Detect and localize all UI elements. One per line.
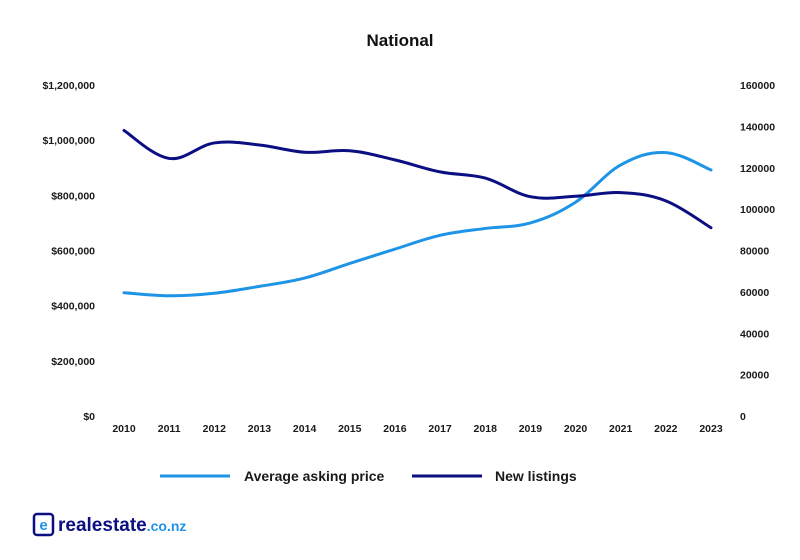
x-tick-label: 2010 (112, 423, 136, 435)
right-tick-label: 100000 (740, 204, 775, 216)
right-axis: 0 20000 40000 60000 80000 100000 120000 140000 1… (740, 80, 775, 423)
x-tick-label: 2012 (203, 423, 227, 435)
right-tick-label: 140000 (740, 121, 775, 133)
legend-label-listings: New listings (495, 468, 577, 484)
x-tick-label: 2017 (428, 423, 452, 435)
x-tick-label: 2021 (609, 423, 633, 435)
right-tick-label: 20000 (740, 370, 769, 382)
left-tick-label: $1,000,000 (42, 135, 95, 147)
x-tick-label: 2011 (158, 423, 181, 435)
right-tick-label: 60000 (740, 287, 769, 299)
legend: Average asking price New listings (160, 468, 577, 484)
x-tick-label: 2020 (564, 423, 588, 435)
right-tick-label: 40000 (740, 328, 769, 340)
realestate-logo: e realestate.co.nz (32, 512, 186, 537)
left-tick-label: $400,000 (51, 301, 95, 313)
x-tick-label: 2016 (383, 423, 407, 435)
right-tick-label: 120000 (740, 163, 775, 175)
left-tick-label: $1,200,000 (42, 80, 95, 92)
x-axis: 2010 2011 2012 2013 2014 2015 2016 2017 2018 2019… (112, 423, 723, 435)
right-tick-label: 0 (740, 411, 746, 423)
left-tick-label: $600,000 (51, 246, 95, 258)
x-tick-label: 2022 (654, 423, 678, 435)
right-tick-label: 80000 (740, 246, 769, 258)
chart-title: National (366, 31, 433, 50)
x-tick-label: 2013 (248, 423, 272, 435)
realestate-logo-icon: e (32, 512, 55, 537)
logo-wordmark: realestate.co.nz (58, 515, 186, 536)
svg-text:e: e (39, 517, 47, 534)
left-axis: $0 $200,000 $400,000 $600,000 $800,000 $1,000… (42, 80, 95, 423)
x-tick-label: 2018 (474, 423, 498, 435)
plot-area (122, 129, 713, 298)
right-tick-label: 160000 (740, 80, 775, 92)
left-tick-label: $0 (83, 411, 95, 423)
series-line-new-listings (122, 129, 713, 230)
left-tick-label: $800,000 (51, 190, 95, 202)
x-tick-label: 2023 (699, 423, 723, 435)
left-tick-label: $200,000 (51, 356, 95, 368)
x-tick-label: 2014 (293, 423, 317, 435)
series-line-average-asking-price (122, 150, 713, 298)
x-tick-label: 2019 (519, 423, 543, 435)
x-tick-label: 2015 (338, 423, 362, 435)
legend-label-price: Average asking price (244, 468, 385, 484)
